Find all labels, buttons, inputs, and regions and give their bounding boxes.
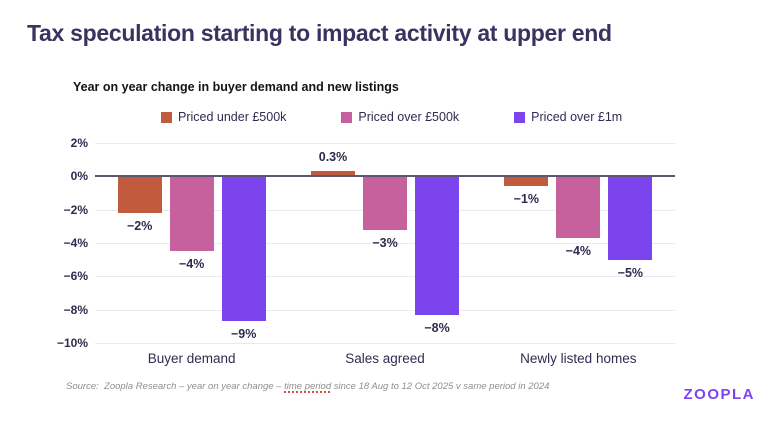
page-title: Tax speculation starting to impact activ… [27,20,612,46]
chart-title: Year on year change in buyer demand and … [73,80,399,94]
x-axis: Buyer demand Sales agreed Newly listed hom… [95,351,675,366]
y-tick-label: −4% [63,236,88,250]
bar-newly-listed-homes-priced-over-500k [556,176,601,238]
source-highlight: time period [284,381,332,392]
y-tick-label: 0% [70,169,88,184]
bar-buyer-demand-priced-over-500k [169,176,214,252]
plot-area: −2% −4% −9% 0.3% −3% −8% −1% −4% −5% [95,143,675,344]
legend-item-priced-over-1m: Priced over £1m [514,110,622,124]
legend-label: Priced under £500k [178,110,287,124]
category-label-sales-agreed: Sales agreed [345,351,425,366]
bar-value-label: −5% [617,265,644,280]
gridline [95,143,675,144]
legend-swatch-purple [514,111,526,123]
gridline [95,276,675,278]
bar-value-label: −1% [513,192,540,207]
bar-newly-listed-homes-priced-over-1m [608,176,653,260]
legend-swatch-pink [341,111,353,123]
bar-value-label: 0.3% [318,150,348,165]
y-tick-label: −2% [63,202,88,217]
category-label-buyer-demand: Buyer demand [147,351,236,366]
legend-label: Priced over £1m [531,110,623,124]
bar-value-label: −3% [372,235,398,250]
y-tick-label: 2% [70,136,88,150]
legend-label: Priced over £500k [358,110,460,124]
category-label-newly-listed-homes: Newly listed homes [520,351,637,366]
zero-axis-line [95,175,675,178]
y-axis: 2% 0% −2% −4% −6% −8% −10% [50,136,88,350]
bar-sales-agreed-priced-over-1m [415,176,459,315]
y-tick-label: −6% [63,269,88,284]
chart-legend: Priced under £500k Priced over £500k Pri… [161,110,622,124]
legend-item-priced-under-500k: Priced under £500k [161,110,286,124]
bar-buyer-demand-priced-over-1m [221,176,266,322]
bar-value-label: −2% [126,219,153,233]
source-note: Source: Zoopla Research – year on year c… [66,381,549,392]
bar-sales-agreed-priced-under-500k [311,171,355,177]
gridline [95,309,675,311]
bar-value-label: −8% [424,320,450,335]
bar-newly-listed-homes-priced-under-500k [504,176,549,187]
gridline [95,243,675,244]
y-tick-label: −10% [56,336,88,350]
source-suffix: since 18 Aug to 12 Oct 2025 v same perio… [331,381,550,392]
bar-value-label: −4% [565,244,592,258]
bar-buyer-demand-priced-under-500k [117,176,162,213]
bar-value-label: −4% [178,257,205,272]
source-prefix: Source: Zoopla Research – year on year c… [66,381,285,392]
zoopla-logo: zoopla [683,386,755,403]
bar-value-label: −9% [230,327,257,342]
bar-sales-agreed-priced-over-500k [363,176,407,230]
legend-item-priced-over-500k: Priced over £500k [341,110,459,124]
gridline [95,343,675,344]
y-tick-label: −8% [63,302,88,317]
legend-swatch-orange [161,111,172,123]
